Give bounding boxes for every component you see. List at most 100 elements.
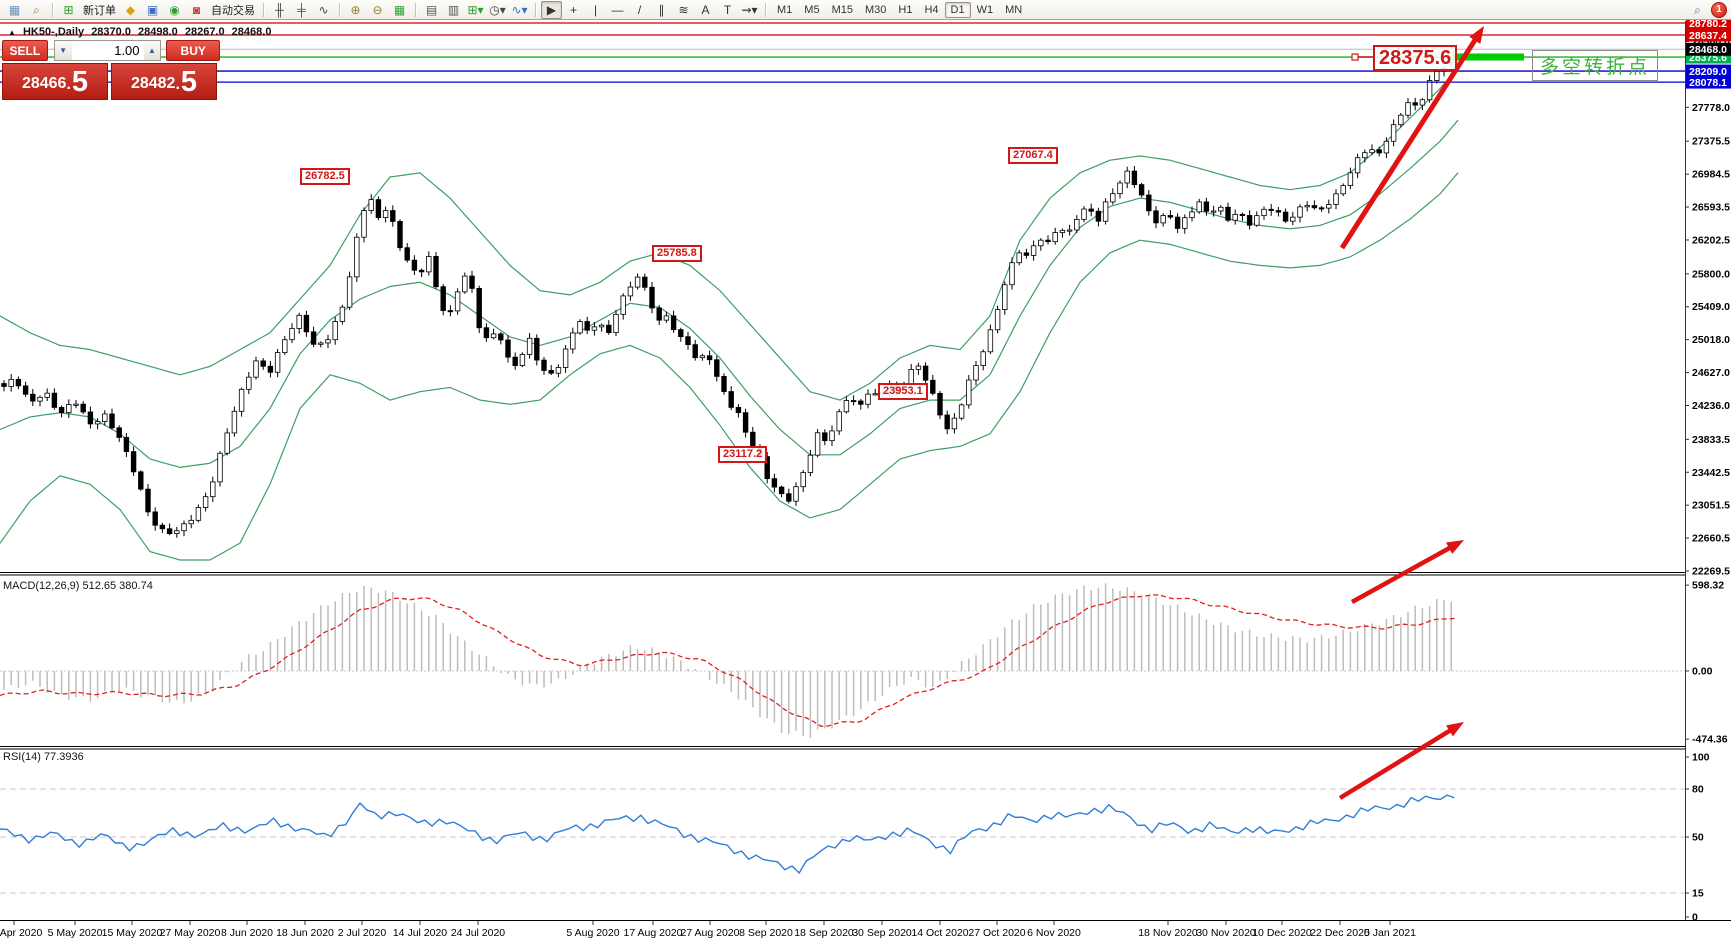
svg-text:0.00: 0.00 (1692, 666, 1713, 678)
svg-text:27778.0: 27778.0 (1692, 102, 1730, 114)
toolbar-separator (415, 2, 416, 17)
price-callout[interactable]: 26782.5 (300, 168, 350, 185)
svg-text:24 Jul 2020: 24 Jul 2020 (451, 927, 505, 939)
svg-text:30 Nov 2020: 30 Nov 2020 (1196, 927, 1256, 939)
timeframe-h1[interactable]: H1 (898, 3, 913, 16)
chart-window-icon[interactable]: ▦ (8, 2, 21, 17)
svg-text:18 Jun 2020: 18 Jun 2020 (276, 927, 334, 939)
toolbar-separator (52, 2, 53, 17)
arrows-dropdown[interactable]: ⇝▾ (741, 2, 758, 17)
timeframe-h4[interactable]: H4 (924, 3, 939, 16)
sell-price-main: 28466 (21, 75, 67, 92)
svg-text:28209.0: 28209.0 (1689, 66, 1727, 78)
svg-text:28078.1: 28078.1 (1689, 77, 1727, 89)
svg-text:50: 50 (1692, 832, 1704, 844)
template-dropdown[interactable]: ∿▾ (511, 2, 528, 17)
buy-price-display[interactable]: 28482 . 5 (111, 63, 217, 100)
volume-input[interactable] (71, 40, 144, 61)
volume-increase-button[interactable]: ▲ (143, 40, 162, 61)
horizontal-line-icon[interactable]: — (611, 2, 624, 17)
new-order-icon[interactable]: ⊞ (63, 2, 74, 17)
svg-text:27 Oct 2020: 27 Oct 2020 (968, 927, 1025, 939)
candlestick-icon[interactable]: ╪ (297, 2, 306, 17)
price-callout[interactable]: 23953.1 (878, 383, 928, 400)
price-callout[interactable]: 23117.2 (718, 446, 768, 463)
ticks-icon[interactable]: ◉ (169, 2, 180, 17)
svg-text:22660.5: 22660.5 (1692, 533, 1730, 545)
toolbar-separator (765, 2, 766, 17)
terminal-icon[interactable]: ▣ (146, 2, 159, 17)
add-indicator-dropdown[interactable]: ⊞▾ (467, 2, 484, 17)
indicator-list-icon[interactable]: ▥ (447, 2, 460, 17)
zoom-out-icon[interactable]: ⊖ (372, 2, 383, 17)
symbol-period-label: HK50-,Daily (22, 26, 85, 38)
svg-text:25018.0: 25018.0 (1692, 334, 1730, 346)
svg-text:6 Nov 2020: 6 Nov 2020 (1027, 927, 1081, 939)
search-icon[interactable]: ⌕ (1694, 2, 1701, 17)
svg-text:30 Sep 2020: 30 Sep 2020 (852, 927, 912, 939)
autotrading-icon[interactable]: ◙ (192, 2, 201, 17)
price-callout[interactable]: 28375.6 (1373, 45, 1458, 71)
bar-chart-icon[interactable]: ╫ (275, 2, 284, 17)
svg-text:26593.5: 26593.5 (1692, 202, 1730, 214)
vertical-line-icon[interactable]: | (593, 2, 598, 17)
svg-text:2 Jul 2020: 2 Jul 2020 (338, 927, 387, 939)
svg-text:26202.5: 26202.5 (1692, 234, 1730, 246)
price-callout[interactable]: 27067.4 (1008, 147, 1058, 164)
svg-text:27 Aug 2020: 27 Aug 2020 (681, 927, 740, 939)
timeframe-mn[interactable]: MN (1005, 3, 1023, 16)
svg-text:-474.36: -474.36 (1692, 734, 1728, 746)
svg-text:26984.5: 26984.5 (1692, 169, 1730, 181)
crosshair-icon[interactable]: + (569, 2, 577, 17)
svg-text:18 Nov 2020: 18 Nov 2020 (1138, 927, 1198, 939)
svg-text:27 May 2020: 27 May 2020 (160, 927, 221, 939)
svg-text:24627.0: 24627.0 (1692, 367, 1730, 379)
new-order-label[interactable]: 新订单 (83, 4, 116, 17)
svg-text:28780.2: 28780.2 (1689, 18, 1727, 30)
svg-text:24236.0: 24236.0 (1692, 400, 1730, 412)
data-window-icon[interactable]: ▤ (425, 2, 438, 17)
timeframe-m1[interactable]: M1 (777, 3, 793, 16)
price-callout[interactable]: 25785.8 (652, 245, 702, 262)
period-dropdown[interactable]: ◷▾ (489, 2, 506, 17)
trendline-icon[interactable]: / (637, 2, 642, 17)
svg-text:5 Aug 2020: 5 Aug 2020 (566, 927, 619, 939)
timeframe-m15[interactable]: M15 (831, 3, 853, 16)
buy-price-main: 28482 (130, 75, 176, 92)
timeframe-m5[interactable]: M5 (804, 3, 820, 16)
svg-text:15 May 2020: 15 May 2020 (102, 927, 163, 939)
tile-windows-icon[interactable]: ▦ (393, 2, 406, 17)
timeframe-d1[interactable]: D1 (944, 1, 971, 18)
autotrading-label[interactable]: 自动交易 (211, 4, 255, 17)
low-value: 28267.0 (184, 26, 225, 38)
symbol-marker-icon: ▲ (8, 28, 16, 37)
channel-icon[interactable]: ∥ (658, 2, 665, 17)
line-chart-icon[interactable]: ∿ (318, 2, 329, 17)
timeframe-m30[interactable]: M30 (864, 3, 887, 16)
label-icon[interactable]: T (723, 2, 732, 17)
svg-text:14 Oct 2020: 14 Oct 2020 (911, 927, 968, 939)
notification-badge[interactable]: 1 (1711, 1, 1727, 18)
fibonacci-icon[interactable]: ≋ (678, 2, 689, 17)
buy-button[interactable]: BUY (166, 40, 220, 61)
zoom-in-icon[interactable]: ⊕ (350, 2, 361, 17)
svg-text:23442.5: 23442.5 (1692, 467, 1730, 479)
timeframe-group: M1 M5 M15 M30 H1 H4 D1 W1 MN (771, 1, 1028, 18)
svg-text:27375.5: 27375.5 (1692, 136, 1730, 148)
text-icon[interactable]: A (701, 2, 710, 17)
profiles-icon[interactable]: ⌕ (33, 2, 40, 17)
svg-text:8 Sep 2020: 8 Sep 2020 (739, 927, 793, 939)
sell-price-display[interactable]: 28466 . 5 (2, 63, 108, 100)
navigator-icon[interactable]: ◆ (125, 2, 136, 17)
toolbar: ▦ ⌕ ⊞ 新订单 ◆ ▣ ◉ ◙ 自动交易 ╫ ╪ ∿ ⊕ ⊖ ▦ ▤ ▥ ⊞▾ ◷▾ ∿▾ ▶ + | — / ∥ ≋ A T ⇝▾ M… (0, 0, 1731, 20)
svg-text:598.32: 598.32 (1692, 580, 1724, 592)
buy-price-sep: . (175, 76, 180, 93)
trend-note-text[interactable]: 多空转折点 (1532, 50, 1659, 81)
volume-decrease-button[interactable]: ▼ (53, 40, 72, 61)
one-click-trading-panel: SELL ▼ ▲ BUY 28466 . 5 28482 . 5 (2, 40, 220, 100)
cursor-icon[interactable]: ▶ (541, 0, 562, 19)
sell-button[interactable]: SELL (2, 40, 48, 61)
timeframe-w1[interactable]: W1 (976, 3, 994, 16)
sell-price-frac: 5 (71, 66, 89, 98)
